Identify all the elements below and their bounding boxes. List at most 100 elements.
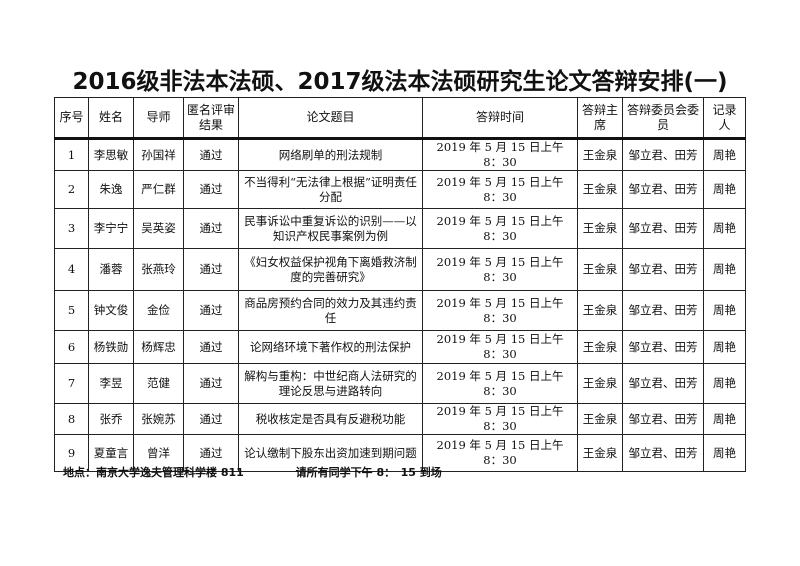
cell-thesis-title: 不当得利“无法律上根据”证明责任分配	[238, 170, 423, 209]
header-name: 姓名	[88, 97, 134, 140]
cell-committee: 邹立君、田芳	[622, 434, 704, 472]
cell-advisor: 严仁群	[133, 170, 184, 209]
cell-defense-time: 2019 年 5 月 15 日上午 8：30	[422, 170, 578, 209]
cell-chair: 王金泉	[577, 208, 623, 249]
cell-seq: 8	[54, 403, 89, 435]
header-defense-time: 答辩时间	[422, 97, 578, 140]
cell-seq: 4	[54, 248, 89, 291]
cell-thesis-title: 《妇女权益保护视角下离婚救济制度的完善研究》	[238, 248, 423, 291]
cell-name: 李思敏	[88, 138, 134, 171]
location-text: 地点：南京大学逸夫管理科学楼 811	[63, 466, 244, 479]
table-row: 7 李昱 范健 通过 解构与重构：中世纪商人法研究的理论反思与进路转向 2019 年 5 …	[54, 363, 746, 404]
header-chair: 答辩主席	[577, 97, 623, 140]
cell-thesis-title: 网络刷单的刑法规制	[238, 138, 423, 171]
cell-name: 朱逸	[88, 170, 134, 209]
cell-advisor: 孙国祥	[133, 138, 184, 171]
header-advisor: 导师	[133, 97, 184, 140]
table-row: 8 张乔 张婉苏 通过 税收核定是否具有反避税功能 2019 年 5 月 15 日上午 8…	[54, 403, 746, 435]
cell-chair: 王金泉	[577, 248, 623, 291]
cell-review-result: 通过	[183, 363, 239, 404]
table-row: 6 杨铁勋 杨辉忠 通过 论网络环境下著作权的刑法保护 2019 年 5 月 15 日上午…	[54, 330, 746, 364]
cell-thesis-title: 解构与重构：中世纪商人法研究的理论反思与进路转向	[238, 363, 423, 404]
cell-recorder: 周艳	[703, 330, 746, 364]
cell-recorder: 周艳	[703, 403, 746, 435]
table-row: 5 钟文俊 金俭 通过 商品房预约合同的效力及其违约责任 2019 年 5 月 15 日上…	[54, 290, 746, 331]
cell-chair: 王金泉	[577, 170, 623, 209]
cell-chair: 王金泉	[577, 290, 623, 331]
header-row: 序号 姓名 导师 匿名评审结果 论文题目 答辩时间 答辩主席 答辩委员会委 员记录人	[54, 97, 746, 140]
cell-seq: 7	[54, 363, 89, 404]
cell-recorder: 周艳	[703, 138, 746, 171]
cell-chair: 王金泉	[577, 434, 623, 472]
header-seq: 序号	[54, 97, 89, 140]
cell-committee: 邹立君、田芳	[622, 403, 704, 435]
cell-advisor: 杨辉忠	[133, 330, 184, 364]
page-title: 2016级非法本法硕、2017级法本法硕研究生论文答辩安排(一)	[72, 69, 728, 95]
cell-defense-time: 2019 年 5 月 15 日上午 8：30	[422, 208, 578, 249]
cell-seq: 5	[54, 290, 89, 331]
cell-chair: 王金泉	[577, 403, 623, 435]
header-review-result: 匿名评审结果	[183, 97, 239, 140]
cell-review-result: 通过	[183, 208, 239, 249]
cell-committee: 邹立君、田芳	[622, 363, 704, 404]
cell-committee: 邹立君、田芳	[622, 138, 704, 171]
schedule-table: 序号 姓名 导师 匿名评审结果 论文题目 答辩时间 答辩主席 答辩委员会委 员记录人 1 李思敏…	[54, 97, 746, 472]
cell-advisor: 曾洋	[133, 434, 184, 472]
header-committee: 答辩委员会委 员	[622, 97, 711, 140]
cell-advisor: 张婉苏	[133, 403, 184, 435]
header-recorder: 记录人	[703, 97, 746, 140]
header-thesis-title: 论文题目	[238, 97, 423, 140]
cell-defense-time: 2019 年 5 月 15 日上午 8：30	[422, 248, 578, 291]
cell-advisor: 张燕玲	[133, 248, 184, 291]
cell-name: 杨铁勋	[88, 330, 134, 364]
cell-seq: 2	[54, 170, 89, 209]
cell-seq: 6	[54, 330, 89, 364]
cell-review-result: 通过	[183, 434, 239, 472]
footer: 地点：南京大学逸夫管理科学楼 811 请所有同学下午 8： 15 到场	[63, 464, 490, 480]
cell-seq: 9	[54, 434, 89, 472]
cell-review-result: 通过	[183, 138, 239, 171]
cell-committee: 邹立君、田芳	[622, 170, 704, 209]
cell-defense-time: 2019 年 5 月 15 日上午 8：30	[422, 138, 578, 171]
cell-committee: 邹立君、田芳	[622, 330, 704, 364]
cell-name: 李昱	[88, 363, 134, 404]
cell-name: 张乔	[88, 403, 134, 435]
cell-defense-time: 2019 年 5 月 15 日上午 8：30	[422, 330, 578, 364]
table-row: 1 李思敏 孙国祥 通过 网络刷单的刑法规制 2019 年 5 月 15 日上午 8：30…	[54, 138, 746, 171]
cell-advisor: 范健	[133, 363, 184, 404]
cell-thesis-title: 论网络环境下著作权的刑法保护	[238, 330, 423, 364]
cell-recorder: 周艳	[703, 363, 746, 404]
cell-chair: 王金泉	[577, 363, 623, 404]
table-row: 3 李宁宁 吴英姿 通过 民事诉讼中重复诉讼的识别——以知识产权民事案例为例 2019 年…	[54, 208, 746, 249]
table-row: 4 潘蓉 张燕玲 通过 《妇女权益保护视角下离婚救济制度的完善研究》 2019 年 5 月…	[54, 248, 746, 291]
arrival-note: 请所有同学下午 8： 15 到场	[295, 466, 442, 479]
cell-name: 钟文俊	[88, 290, 134, 331]
cell-advisor: 金俭	[133, 290, 184, 331]
cell-recorder: 周艳	[703, 248, 746, 291]
cell-thesis-title: 商品房预约合同的效力及其违约责任	[238, 290, 423, 331]
cell-seq: 1	[54, 138, 89, 171]
cell-review-result: 通过	[183, 403, 239, 435]
cell-chair: 王金泉	[577, 138, 623, 171]
cell-recorder: 周艳	[703, 290, 746, 331]
cell-committee: 邹立君、田芳	[622, 248, 704, 291]
cell-recorder: 周艳	[703, 170, 746, 209]
cell-recorder: 周艳	[703, 434, 746, 472]
cell-chair: 王金泉	[577, 330, 623, 364]
cell-committee: 邹立君、田芳	[622, 290, 704, 331]
cell-defense-time: 2019 年 5 月 15 日上午 8：30	[422, 403, 578, 435]
cell-thesis-title: 民事诉讼中重复诉讼的识别——以知识产权民事案例为例	[238, 208, 423, 249]
cell-seq: 3	[54, 208, 89, 249]
cell-review-result: 通过	[183, 290, 239, 331]
cell-defense-time: 2019 年 5 月 15 日上午 8：30	[422, 363, 578, 404]
cell-review-result: 通过	[183, 330, 239, 364]
cell-defense-time: 2019 年 5 月 15 日上午 8：30	[422, 434, 578, 472]
cell-review-result: 通过	[183, 170, 239, 209]
cell-thesis-title: 论认缴制下股东出资加速到期问题	[238, 434, 423, 472]
table-row: 9 夏童言 曾洋 通过 论认缴制下股东出资加速到期问题 2019 年 5 月 15 日上午…	[54, 434, 746, 472]
table-row: 2 朱逸 严仁群 通过 不当得利“无法律上根据”证明责任分配 2019 年 5 月 15 …	[54, 170, 746, 209]
cell-thesis-title: 税收核定是否具有反避税功能	[238, 403, 423, 435]
cell-defense-time: 2019 年 5 月 15 日上午 8：30	[422, 290, 578, 331]
cell-advisor: 吴英姿	[133, 208, 184, 249]
cell-committee: 邹立君、田芳	[622, 208, 704, 249]
